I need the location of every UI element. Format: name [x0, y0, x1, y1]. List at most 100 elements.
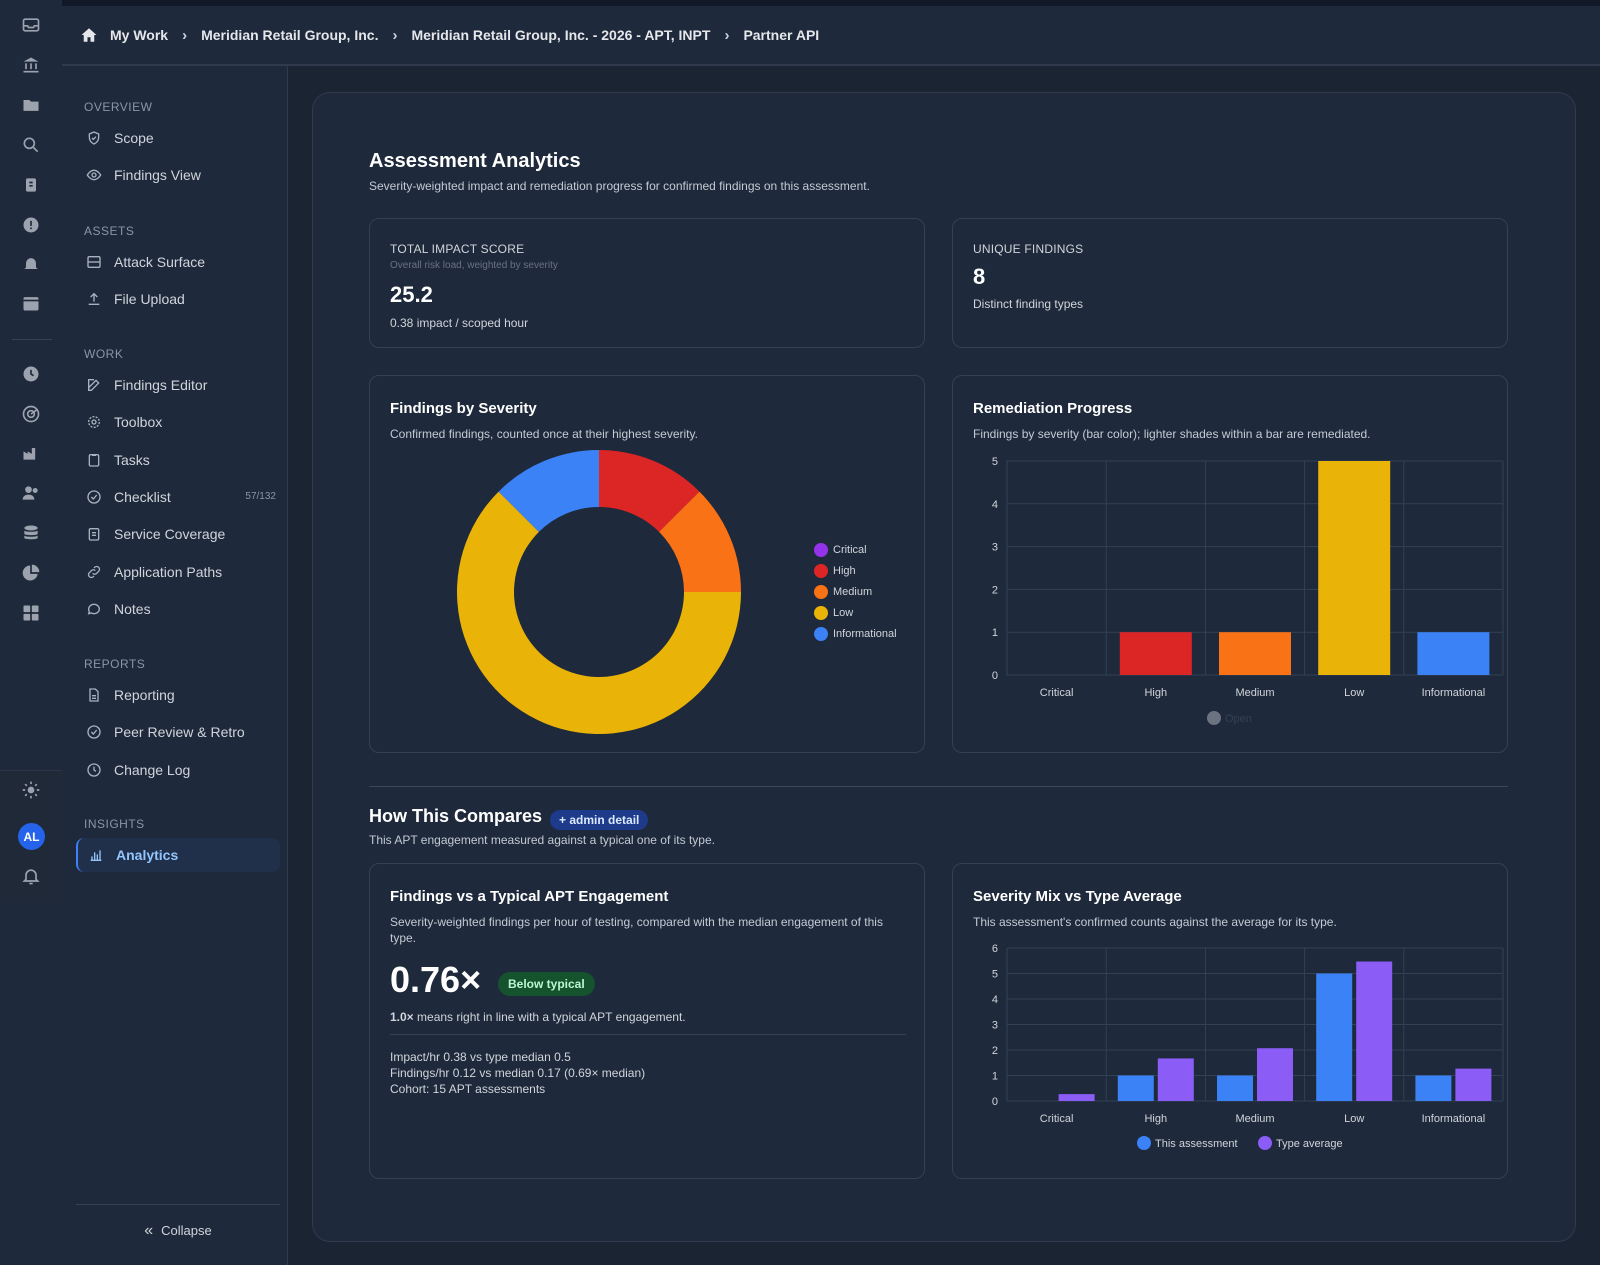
bug-report-icon[interactable] [20, 174, 42, 196]
x-tick-label: Informational [1422, 1113, 1486, 1125]
upload-icon [86, 291, 102, 307]
home-icon[interactable] [80, 26, 98, 44]
bar-high-type-average[interactable] [1157, 1058, 1194, 1101]
severity-mix-card: Severity Mix vs Type Average This assess… [952, 863, 1508, 1179]
sidebar-item-peer-review-retro[interactable]: Peer Review & Retro [76, 715, 280, 749]
bar-medium-type-average[interactable] [1257, 1048, 1293, 1101]
y-tick-label: 2 [992, 584, 998, 596]
page-subtitle: Severity-weighted impact and remediation… [369, 179, 870, 193]
donut-slice-informational[interactable] [498, 450, 599, 532]
factory-icon[interactable] [20, 442, 42, 464]
calendar-icon[interactable] [20, 292, 42, 314]
check-circle-icon [86, 724, 102, 740]
edit-icon [86, 377, 102, 393]
bell-icon[interactable] [20, 253, 42, 275]
clock-icon[interactable] [20, 363, 42, 385]
sidebar-item-findings-editor[interactable]: Findings Editor [76, 368, 280, 402]
folder-icon[interactable] [20, 94, 42, 116]
donut-slice-high[interactable] [599, 450, 700, 532]
bar-informational-this-assessment[interactable] [1415, 1075, 1452, 1102]
sidebar-item-tasks[interactable]: Tasks [76, 443, 280, 477]
legend-item[interactable]: This assessment [1137, 1136, 1238, 1150]
database-icon[interactable] [20, 522, 42, 544]
kpi-label: TOTAL IMPACT SCORE [390, 242, 525, 256]
y-tick-label: 1 [992, 627, 998, 639]
radar-icon[interactable] [20, 403, 42, 425]
legend-item[interactable]: Low [814, 605, 897, 620]
x-tick-label: Informational [1422, 687, 1486, 699]
legend-item[interactable]: High [814, 563, 897, 578]
x-tick-label: High [1144, 687, 1167, 699]
link-icon [86, 564, 102, 580]
y-tick-label: 2 [992, 1045, 998, 1057]
legend-item[interactable]: Type average [1258, 1136, 1343, 1150]
bar-low-this-assessment[interactable] [1316, 973, 1353, 1102]
legend-swatch [1207, 711, 1221, 725]
cohort-size: Cohort: 15 APT assessments [390, 1082, 546, 1096]
y-tick-label: 5 [992, 456, 998, 468]
pie-chart-icon[interactable] [20, 562, 42, 584]
sidebar-section-title: WORK [84, 347, 124, 361]
breadcrumb-current: Partner API [743, 27, 820, 43]
bar-low-open[interactable] [1318, 461, 1391, 675]
sidebar-item-label: Change Log [114, 761, 191, 778]
ratio-value: 0.76× [390, 959, 482, 1000]
shield-icon [86, 130, 102, 146]
bar-medium-open[interactable] [1219, 632, 1291, 675]
users-icon[interactable] [20, 482, 42, 504]
breadcrumb-client[interactable]: Meridian Retail Group, Inc. [201, 27, 379, 43]
x-tick-label: Low [1344, 687, 1364, 699]
legend-swatch [1258, 1136, 1272, 1150]
sidebar-item-findings-view[interactable]: Findings View [76, 158, 280, 192]
sidebar-item-service-coverage[interactable]: Service Coverage [76, 517, 280, 551]
admin-detail-badge[interactable]: + admin detail [550, 810, 649, 830]
grid-icon[interactable] [20, 602, 42, 624]
sun-icon[interactable] [20, 779, 42, 801]
bar-high-open[interactable] [1119, 632, 1192, 675]
legend-item[interactable]: Informational [814, 626, 897, 641]
sidebar-item-attack-surface[interactable]: Attack Surface [76, 245, 280, 279]
top-bar: My Work › Meridian Retail Group, Inc. › … [62, 0, 1600, 66]
sidebar-section-title: OVERVIEW [84, 100, 153, 114]
remediation-progress-card: Remediation Progress Findings by severit… [952, 375, 1508, 753]
sidebar-item-toolbox[interactable]: Toolbox [76, 405, 280, 439]
sidebar-item-file-upload[interactable]: File Upload [76, 282, 280, 316]
search-icon[interactable] [20, 134, 42, 156]
bar-low-type-average[interactable] [1356, 961, 1393, 1101]
sidebar-item-reporting[interactable]: Reporting [76, 678, 280, 712]
legend-item[interactable]: Critical [814, 542, 897, 557]
donut-slice-low[interactable] [456, 491, 741, 735]
sidebar-section-title: ASSETS [84, 224, 135, 238]
bar-informational-type-average[interactable] [1455, 1068, 1492, 1101]
y-tick-label: 6 [992, 943, 998, 955]
legend-item[interactable]: Open [1207, 711, 1252, 725]
legend-label: Medium [833, 585, 873, 598]
bar-medium-this-assessment[interactable] [1217, 1075, 1253, 1102]
chevron-right-icon: › [392, 26, 398, 44]
bell-outline-icon[interactable] [20, 865, 42, 887]
alert-icon[interactable] [20, 214, 42, 236]
bank-icon[interactable] [20, 54, 42, 76]
sidebar-item-notes[interactable]: Notes [76, 592, 280, 626]
avatar[interactable]: AL [18, 823, 45, 850]
bar-critical-type-average[interactable] [1058, 1094, 1095, 1101]
donut-slice-medium[interactable] [659, 491, 741, 592]
sidebar-item-change-log[interactable]: Change Log [76, 753, 280, 787]
legend-item[interactable]: Medium [814, 584, 897, 599]
collapse-button[interactable]: « Collapse [76, 1204, 280, 1256]
sidebar-item-label: Toolbox [114, 414, 163, 431]
unique-findings-card: UNIQUE FINDINGS 8 Distinct finding types [952, 218, 1508, 348]
inbox-icon[interactable] [20, 14, 42, 36]
sidebar-item-application-paths[interactable]: Application Paths [76, 555, 280, 589]
total-impact-card: TOTAL IMPACT SCORE Overall risk load, we… [369, 218, 925, 348]
sidebar-item-label: Findings View [114, 167, 201, 184]
kpi-detail: 0.38 impact / scoped hour [390, 316, 529, 330]
breadcrumb-engagement[interactable]: Meridian Retail Group, Inc. - 2026 - APT… [411, 27, 711, 43]
sidebar-item-scope[interactable]: Scope [76, 121, 280, 155]
sidebar-section-title: INSIGHTS [84, 817, 145, 831]
sidebar-item-analytics[interactable]: Analytics [76, 838, 280, 872]
breadcrumb-my-work[interactable]: My Work [110, 27, 169, 43]
bar-high-this-assessment[interactable] [1117, 1075, 1154, 1102]
sidebar-item-checklist[interactable]: Checklist 57/132 [76, 480, 280, 514]
bar-informational-open[interactable] [1417, 632, 1490, 675]
